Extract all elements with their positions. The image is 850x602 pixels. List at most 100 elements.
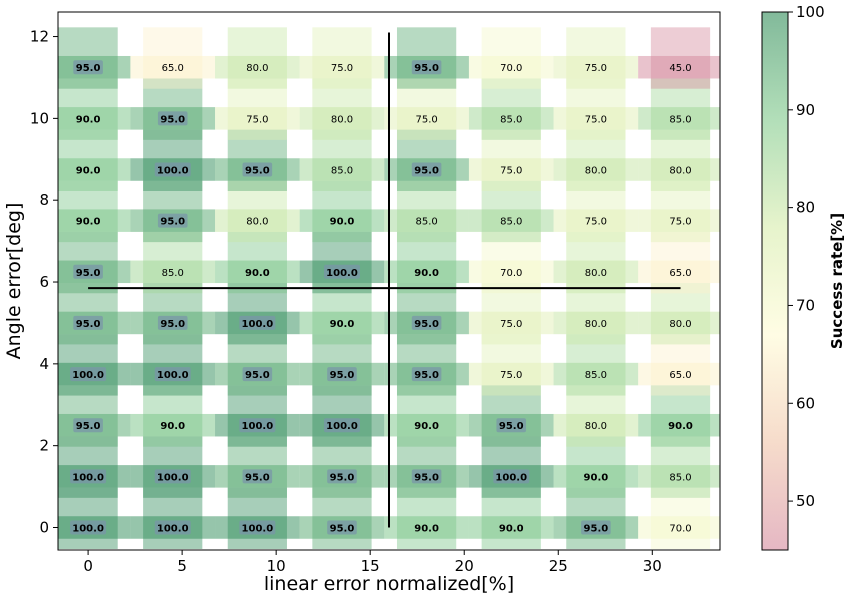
heat-cell-wide xyxy=(215,107,300,130)
cell-label-highlight xyxy=(327,469,357,484)
cell-value-label: 70.0 xyxy=(500,268,522,279)
cell-value-label: 95.0 xyxy=(414,472,439,483)
heat-cell-wide xyxy=(468,516,554,539)
colorbar-tick-label: 70 xyxy=(796,296,815,314)
plot-frame xyxy=(57,11,721,551)
cell-value-label: 95.0 xyxy=(76,421,101,432)
cell-value-label: 75.0 xyxy=(585,63,607,74)
colorbar-tick-label: 80 xyxy=(796,199,815,217)
cell-label-highlight xyxy=(239,315,276,330)
cell-label-highlight xyxy=(239,520,276,535)
cell-value-label: 95.0 xyxy=(245,166,270,177)
heat-cell-wide xyxy=(130,413,216,437)
cell-value-label: 70.0 xyxy=(669,523,691,534)
cell-value-label: 85.0 xyxy=(162,268,184,279)
cell-value-label: 95.0 xyxy=(76,63,101,74)
heat-cell-wide xyxy=(553,413,639,437)
heat-cell-wide xyxy=(384,209,469,232)
cell-value-label: 95.0 xyxy=(414,319,439,330)
cell-value-label: 95.0 xyxy=(330,370,355,381)
cell-value-label: 85.0 xyxy=(669,472,691,483)
cell-label-highlight xyxy=(496,418,527,433)
heat-cell-wide xyxy=(468,362,554,386)
cell-value-label: 100.0 xyxy=(242,319,274,330)
cell-value-label: 80.0 xyxy=(585,268,607,279)
cell-value-label: 90.0 xyxy=(76,114,101,125)
heat-cell-wide xyxy=(553,260,639,284)
cell-value-label: 95.0 xyxy=(584,523,609,534)
heat-cell-wide xyxy=(384,516,469,539)
cell-label-highlight xyxy=(242,367,273,382)
cell-value-label: 85.0 xyxy=(500,114,522,125)
cell-value-label: 95.0 xyxy=(414,63,439,74)
cell-value-label: 100.0 xyxy=(72,370,104,381)
cell-label-highlight xyxy=(239,418,276,433)
cell-value-label: 100.0 xyxy=(326,421,358,432)
heat-cell-wide xyxy=(215,260,300,284)
cell-value-label: 80.0 xyxy=(585,166,607,177)
cell-value-label: 80.0 xyxy=(246,217,268,228)
cell-value-label: 80.0 xyxy=(669,166,691,177)
heat-cell-wide xyxy=(215,55,300,79)
cell-value-label: 100.0 xyxy=(157,370,189,381)
y-tick-label: 4 xyxy=(39,355,49,373)
x-tick-label: 20 xyxy=(455,557,474,575)
cell-value-label: 90.0 xyxy=(414,421,439,432)
y-tick-label: 2 xyxy=(39,437,49,455)
y-tick-label: 0 xyxy=(39,518,49,536)
colorbar-ticks: 50 60 70 80 90 100 xyxy=(788,3,825,510)
cell-value-label: 80.0 xyxy=(585,319,607,330)
cell-value-label: 80.0 xyxy=(246,63,268,74)
y-tick-label: 10 xyxy=(30,109,49,127)
cell-value-label: 80.0 xyxy=(669,319,691,330)
cell-label-highlight xyxy=(323,264,360,279)
cell-value-label: 95.0 xyxy=(76,319,101,330)
cell-value-label: 75.0 xyxy=(246,114,268,125)
cell-value-label: 75.0 xyxy=(415,114,437,125)
cell-value-label: 100.0 xyxy=(157,166,189,177)
cell-value-label: 75.0 xyxy=(585,217,607,228)
cell-value-label: 95.0 xyxy=(160,114,185,125)
cell-value-label: 85.0 xyxy=(500,217,522,228)
heat-cell-wide xyxy=(58,209,131,232)
heat-cell-wide xyxy=(638,107,720,130)
cell-value-label: 90.0 xyxy=(414,523,439,534)
cell-labels: 100.0 100.0 100.0 95.0 90.0 90.0 95.0 70.0 100.0… xyxy=(70,60,693,535)
heat-cell-wide xyxy=(638,465,720,488)
heat-cell-wide xyxy=(468,158,554,181)
cell-value-label: 75.0 xyxy=(500,319,522,330)
cell-label-highlight xyxy=(327,520,357,535)
cell-value-label: 95.0 xyxy=(245,472,270,483)
cell-value-label: 90.0 xyxy=(330,217,355,228)
x-tick-label: 30 xyxy=(643,557,662,575)
heat-cell-wide xyxy=(553,158,639,181)
cell-label-highlight xyxy=(157,213,188,228)
cell-value-label: 95.0 xyxy=(76,268,101,279)
cell-label-highlight xyxy=(157,111,188,126)
cell-label-highlight xyxy=(242,469,273,484)
heat-cell-wide xyxy=(638,55,720,79)
cell-value-label: 75.0 xyxy=(500,166,522,177)
cell-label-highlight xyxy=(157,315,188,330)
cell-value-label: 90.0 xyxy=(76,166,101,177)
x-tick-label: 25 xyxy=(549,557,568,575)
heat-cell-wide xyxy=(638,362,720,386)
colorbar-tick-label: 60 xyxy=(796,394,815,412)
cell-label-highlight xyxy=(73,315,103,330)
cell-value-label: 85.0 xyxy=(669,114,691,125)
colorbar-tick-label: 50 xyxy=(796,492,815,510)
heat-cell-wide xyxy=(638,413,720,437)
heat-cell-wide xyxy=(384,413,469,437)
cell-label-highlight xyxy=(73,418,103,433)
cell-value-label: 100.0 xyxy=(72,523,104,534)
cell-value-label: 70.0 xyxy=(500,63,522,74)
cell-label-highlight xyxy=(154,367,191,382)
heat-cell-wide xyxy=(638,311,720,335)
cell-label-highlight xyxy=(411,469,442,484)
cell-value-label: 100.0 xyxy=(242,523,274,534)
heat-cell-wide xyxy=(468,311,554,335)
heat-cell-wide xyxy=(638,158,720,181)
cell-value-label: 90.0 xyxy=(499,523,524,534)
cell-value-label: 75.0 xyxy=(331,63,353,74)
y-tick-label: 6 xyxy=(39,273,49,291)
